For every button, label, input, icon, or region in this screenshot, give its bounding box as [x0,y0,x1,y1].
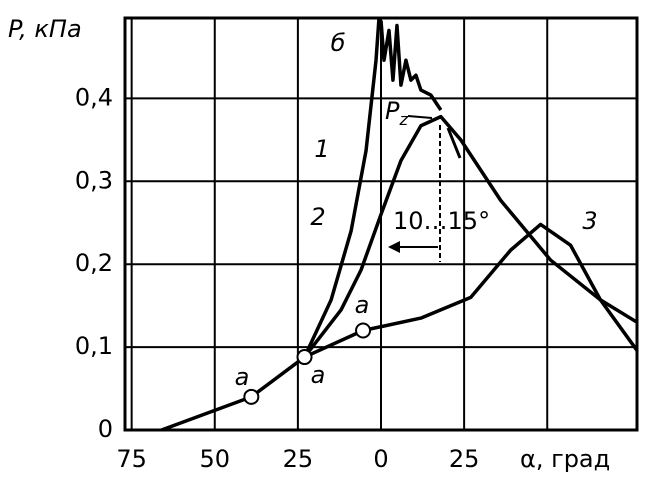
range-label: 10…15° [393,207,490,235]
x-tick-label: 50 [199,445,230,473]
point-marker [243,388,260,405]
series-label: б [331,29,346,57]
plot-frame [123,16,639,432]
line-series [303,114,638,359]
line-series [302,17,381,358]
point-label: a [311,361,326,389]
peak-mark [446,127,462,159]
y-tick-label: 0,4 [75,83,113,111]
y-tick-label: 0,1 [75,332,113,360]
line-series [160,222,639,432]
series-label: 1 [314,135,329,163]
pointer [407,115,433,119]
line-series [379,20,443,111]
series-label: 3 [582,207,597,235]
y-tick-label: 0,2 [75,249,113,277]
point-marker [355,322,372,339]
peak-label-main: P [385,97,400,125]
series-label: 2 [310,203,325,231]
arrow-head [388,241,400,253]
peak-label: Pz [385,97,408,129]
point-marker [296,349,313,366]
x-tick-label: 25 [283,445,314,473]
x-tick-label: 25 [449,445,480,473]
y-tick-label: 0 [98,415,113,443]
x-tick-label: 0 [373,445,388,473]
y-axis-label: P, кПа [8,15,82,43]
point-label: a [235,363,250,391]
x-axis-label: α, град [520,445,610,473]
x-tick-label: 75 [116,445,147,473]
y-tick-label: 0,3 [75,166,113,194]
point-label: a [355,291,370,319]
peak-label-sub: z [398,110,408,129]
